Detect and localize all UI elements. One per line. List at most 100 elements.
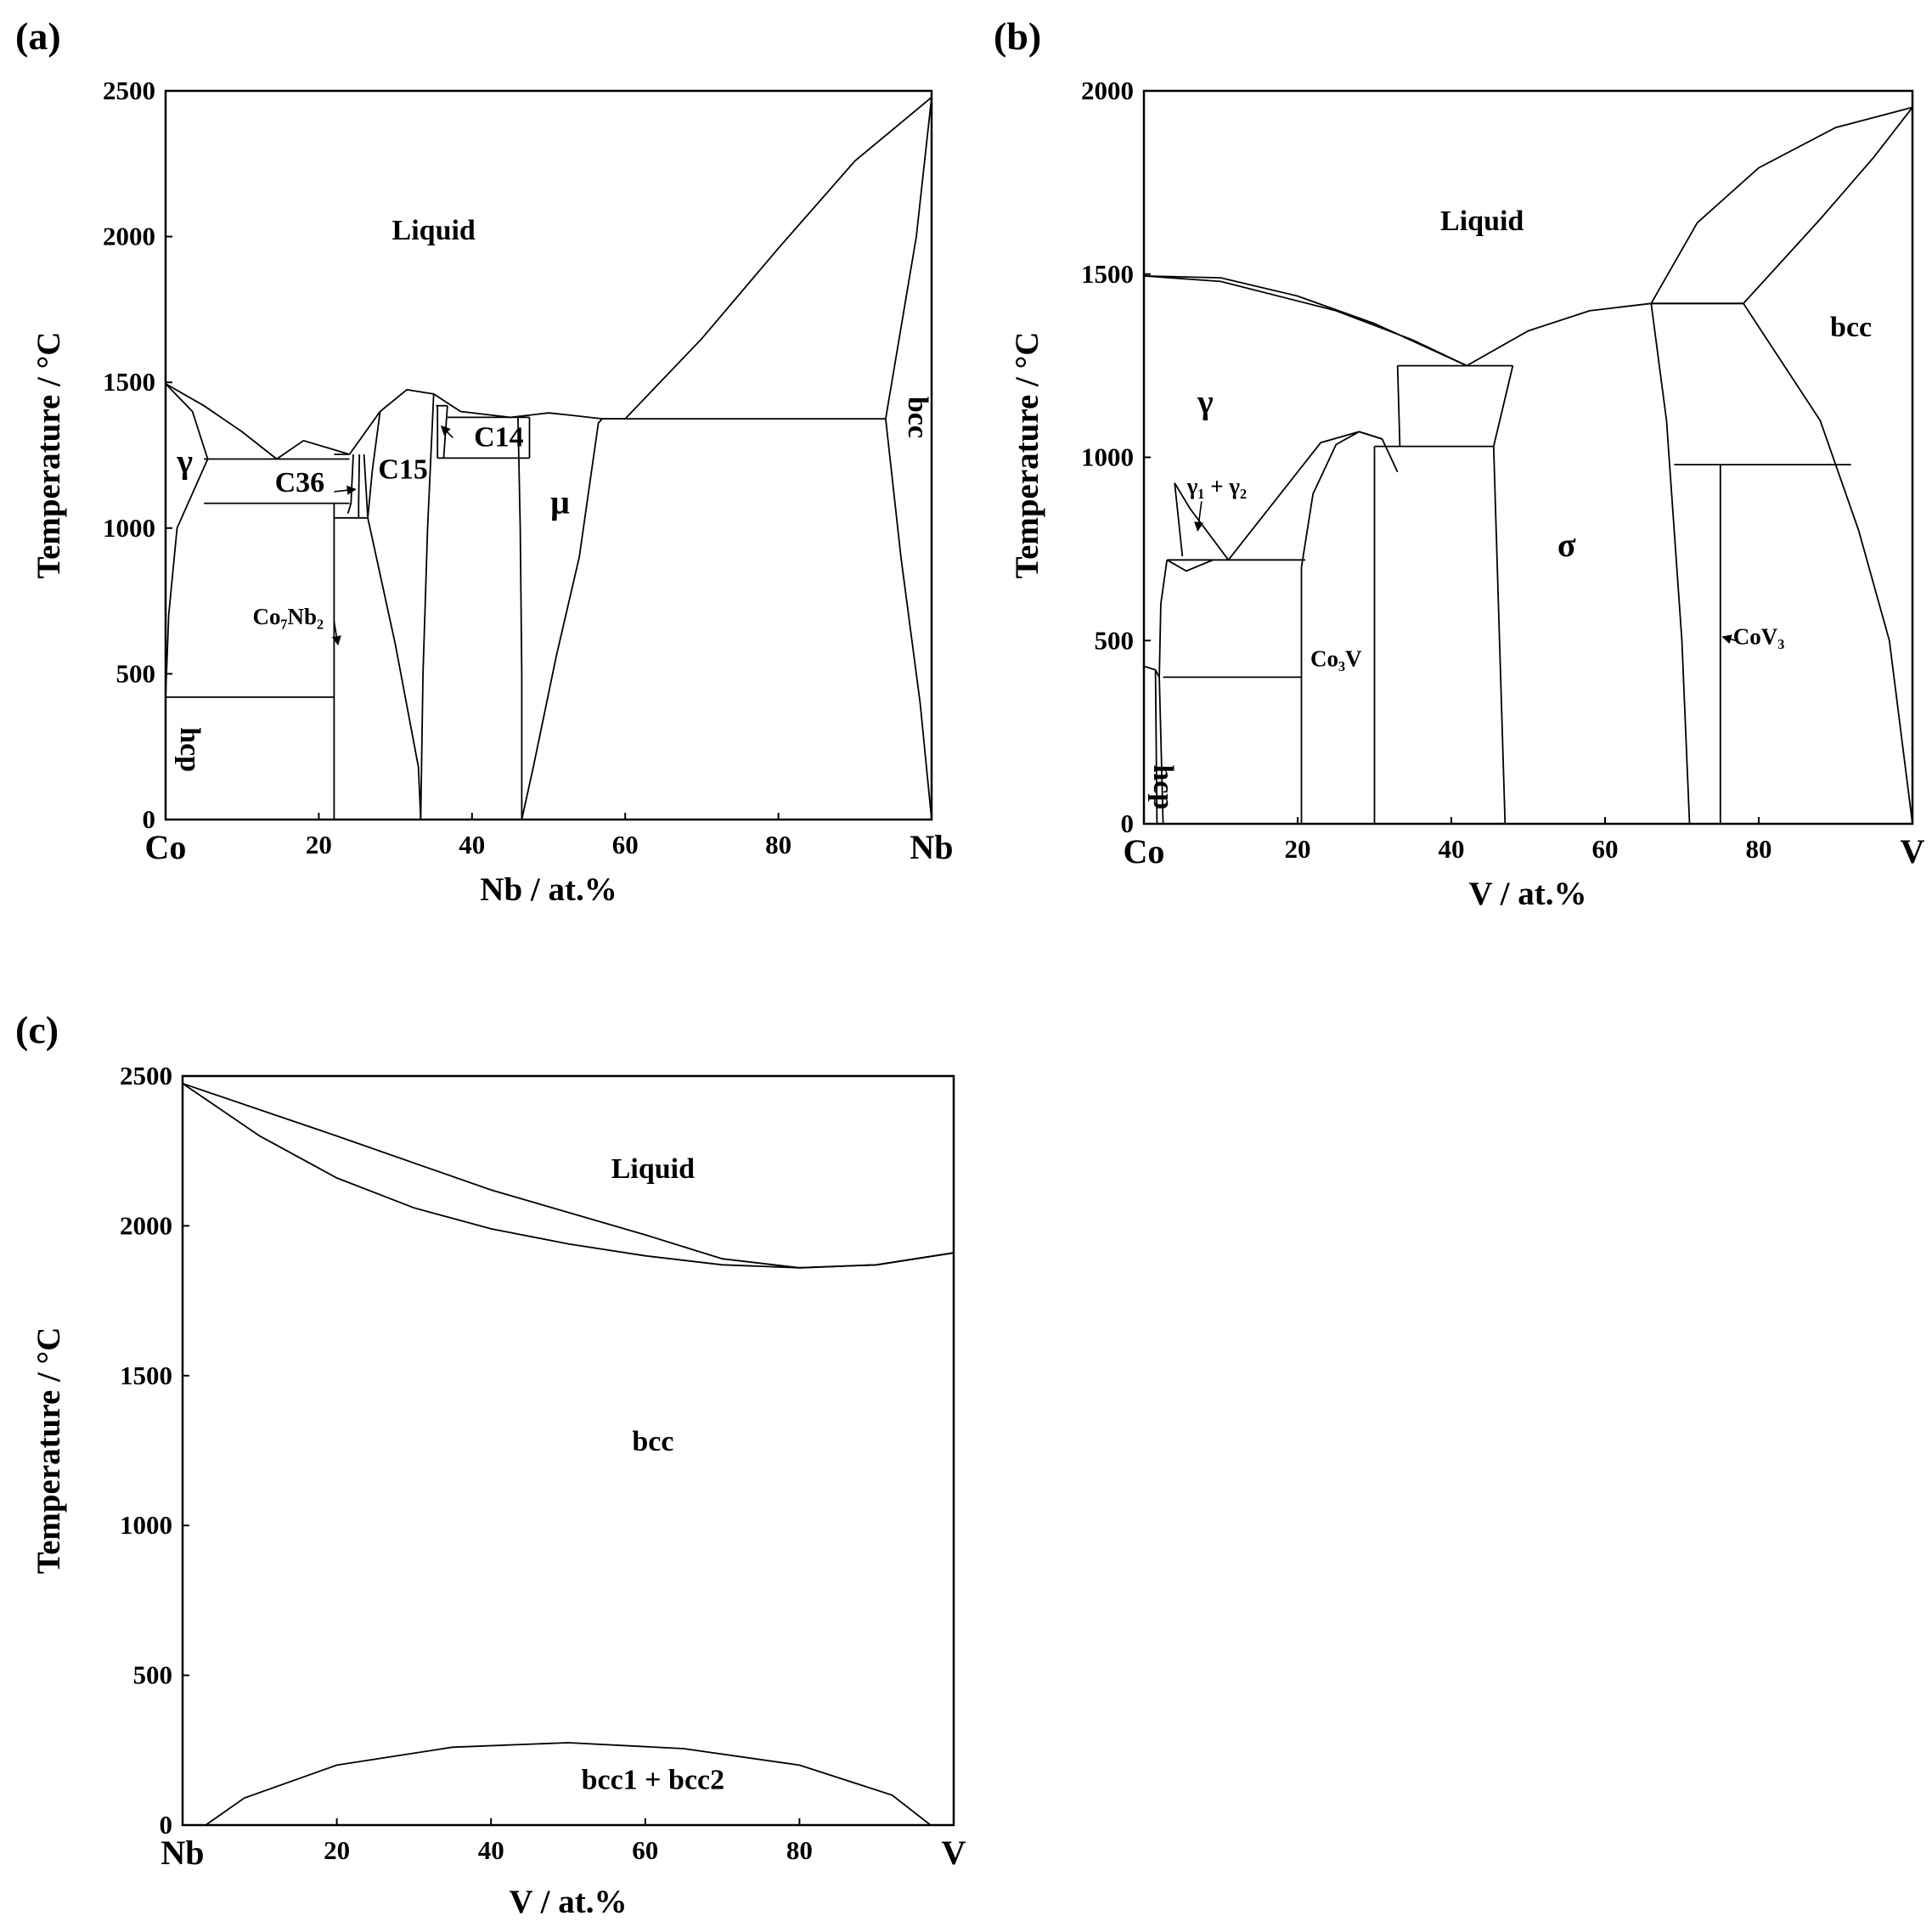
phase-boundary-line bbox=[1466, 302, 1652, 367]
x-axis-end-element: V bbox=[942, 1834, 966, 1872]
x-tick-label: 20 bbox=[324, 1835, 350, 1865]
panel-c-plot-frame bbox=[181, 1074, 955, 1827]
phase-region-label: Liquid bbox=[611, 1153, 695, 1185]
phase-boundary-line bbox=[1651, 106, 1913, 305]
phase-boundary-line bbox=[521, 418, 603, 820]
phase-boundary-line bbox=[510, 412, 603, 420]
phase-boundary-line bbox=[1143, 275, 1467, 367]
panel-b-y-ticks: 0 500 1000 1500 2000 bbox=[1081, 76, 1151, 838]
phase-boundary-line bbox=[517, 415, 523, 820]
x-tick-label: 60 bbox=[632, 1835, 658, 1865]
annotation-arrow bbox=[334, 485, 357, 495]
y-tick-label: 0 bbox=[143, 804, 156, 834]
phase-boundary-line bbox=[1743, 302, 1913, 825]
phase-boundary-line bbox=[367, 411, 381, 518]
annotation-arrow bbox=[440, 425, 453, 438]
x-tick-label: 60 bbox=[1592, 834, 1619, 864]
panel-b-phase-boundaries bbox=[1143, 106, 1913, 825]
y-tick-label: 1000 bbox=[120, 1510, 172, 1540]
phase-boundary-line bbox=[363, 454, 369, 518]
x-tick-label: 80 bbox=[786, 1835, 813, 1865]
annotation-arrow bbox=[1194, 501, 1204, 532]
y-tick-label: 2000 bbox=[103, 222, 155, 251]
phase-region-label: hcp bbox=[1147, 764, 1179, 809]
panel-c-label: (c) bbox=[15, 1008, 59, 1051]
y-tick-label: 1000 bbox=[1081, 442, 1134, 472]
phase-region-label: bcc1 + bcc2 bbox=[582, 1765, 725, 1796]
phase-boundary-line bbox=[1650, 303, 1691, 825]
x-tick-label: 40 bbox=[1439, 834, 1465, 864]
phase-region-label: C36 bbox=[275, 467, 325, 499]
x-tick-label: 60 bbox=[612, 830, 639, 859]
phase-region-label: C14 bbox=[474, 422, 524, 454]
phase-region-label: CoV₃ bbox=[1733, 624, 1785, 650]
panel-a-regions: Liquid γ C36 C15 C14 μ Co₇Nb₂ hcp bcc bbox=[174, 215, 933, 772]
panel-a-arrows bbox=[331, 425, 453, 646]
y-tick-label: 2500 bbox=[120, 1061, 172, 1090]
phase-boundary-line bbox=[1492, 365, 1514, 447]
x-axis-end-element: Nb bbox=[910, 828, 953, 866]
phase-region-label: Co₃V bbox=[1310, 645, 1362, 671]
phase-boundary-line bbox=[1174, 482, 1230, 561]
phase-boundary-line bbox=[420, 393, 435, 820]
x-tick-label: 40 bbox=[459, 830, 485, 859]
panel-c-phase-boundaries bbox=[182, 1082, 955, 1826]
panel-a-y-axis-label: Temperature / °C bbox=[31, 332, 67, 579]
phase-boundary-line bbox=[885, 419, 932, 820]
annotation-arrow bbox=[331, 621, 341, 646]
phase-boundary-line bbox=[165, 459, 209, 697]
phase-boundary-line bbox=[205, 1742, 932, 1826]
phase-boundary-line bbox=[348, 388, 511, 455]
phase-boundary-line bbox=[1174, 482, 1184, 557]
phase-boundary-line bbox=[1166, 559, 1214, 572]
panel-b-plot-frame bbox=[1142, 89, 1914, 825]
annotation-arrow bbox=[1721, 634, 1737, 645]
phase-region-label: Liquid bbox=[1440, 206, 1524, 237]
y-tick-label: 1000 bbox=[103, 513, 155, 543]
y-tick-label: 500 bbox=[1095, 625, 1135, 655]
phase-boundary-line bbox=[1158, 560, 1169, 825]
x-axis-end-element: Nb bbox=[161, 1834, 204, 1872]
y-tick-label: 2000 bbox=[1081, 76, 1134, 105]
panel-c-y-ticks: 0 500 1000 1500 2000 2500 bbox=[120, 1061, 189, 1840]
phase-boundary-line bbox=[1154, 669, 1158, 825]
panel-c: (c) 0 500 1000 1500 2000 2500 Nb 20 40 60 80 V Liq… bbox=[15, 1008, 966, 1920]
panel-b: (b) 0 500 1000 1500 2000 Co 20 40 60 80 V Liquid γ… bbox=[994, 14, 1925, 912]
phase-boundary-line bbox=[367, 517, 422, 820]
panel-c-y-axis-label: Temperature / °C bbox=[31, 1327, 67, 1575]
y-tick-label: 1500 bbox=[120, 1361, 172, 1390]
phase-region-label: σ bbox=[1557, 526, 1576, 564]
phase-boundary-line bbox=[165, 383, 278, 460]
phase-boundary-line bbox=[1492, 446, 1507, 825]
panel-c-regions: Liquid bcc bcc1 + bcc2 bbox=[582, 1153, 725, 1796]
phase-region-label: bcc bbox=[1830, 312, 1872, 343]
panel-b-x-axis-label: V / at.% bbox=[1468, 876, 1586, 912]
panel-a-x-axis-label: Nb / at.% bbox=[480, 871, 617, 908]
phase-boundary-line bbox=[1143, 665, 1160, 678]
phase-boundary-line bbox=[165, 383, 209, 459]
panel-a-x-ticks: Co 20 40 60 80 Nb bbox=[145, 813, 954, 866]
phase-boundary-line bbox=[346, 454, 354, 514]
phase-region-label: Co₇Nb₂ bbox=[252, 604, 324, 629]
phase-region-label: C15 bbox=[378, 454, 428, 485]
phase-boundary-line bbox=[1650, 106, 1913, 304]
y-tick-label: 1500 bbox=[1081, 259, 1134, 289]
phase-boundary-line bbox=[1227, 431, 1360, 561]
phase-region-label: bcc bbox=[632, 1426, 673, 1457]
phase-boundary-line bbox=[602, 96, 932, 420]
x-tick-label: 40 bbox=[478, 1835, 504, 1865]
x-axis-end-element: Co bbox=[145, 828, 187, 866]
panel-b-label: (b) bbox=[994, 14, 1041, 58]
phase-boundary-line bbox=[885, 97, 932, 420]
panel-b-arrows bbox=[1194, 501, 1737, 645]
x-axis-end-element: V bbox=[1901, 832, 1925, 871]
phase-region-label: γ bbox=[176, 442, 193, 481]
x-tick-label: 80 bbox=[765, 830, 791, 859]
y-tick-label: 1500 bbox=[103, 367, 155, 397]
phase-region-label: μ bbox=[550, 483, 570, 521]
panel-b-x-ticks: Co 20 40 60 80 V bbox=[1124, 817, 1925, 871]
phase-region-label: γ bbox=[1197, 383, 1214, 421]
phase-region-label: hcp bbox=[174, 727, 206, 772]
panel-c-x-axis-label: V / at.% bbox=[509, 1884, 627, 1920]
